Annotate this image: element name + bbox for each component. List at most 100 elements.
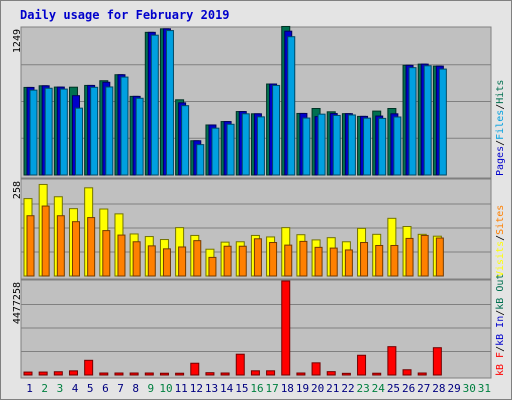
- x-tick-label: 25: [387, 382, 400, 395]
- x-tick-label: 17: [266, 382, 279, 395]
- bar-kb-f: [296, 372, 306, 376]
- bar-sites: [162, 248, 171, 277]
- bar-kb-f: [235, 353, 245, 376]
- legend-separator: /: [495, 140, 506, 146]
- bar-sites: [390, 244, 399, 277]
- bar-sites: [420, 234, 429, 277]
- legend-entry-files: Files: [495, 110, 506, 140]
- bar-kb-f: [311, 362, 321, 376]
- bar-sites: [71, 221, 80, 277]
- bar-kb-f: [190, 362, 200, 376]
- x-tick-label: 2: [41, 382, 48, 395]
- bar-kb-f: [84, 359, 94, 376]
- x-tick-label: 12: [190, 382, 203, 395]
- bar-kb-f: [432, 347, 442, 376]
- x-tick-label: 15: [235, 382, 248, 395]
- bar-sites: [41, 205, 50, 277]
- bar-files: [181, 105, 190, 176]
- bar-files: [363, 117, 372, 176]
- x-tick-label: 7: [117, 382, 124, 395]
- bar-sites: [360, 242, 369, 277]
- bar-sites: [117, 234, 126, 277]
- bar-kb-f: [417, 372, 427, 376]
- bar-files: [317, 113, 326, 176]
- legend-traffic: Pages/Files/Hits: [495, 80, 506, 176]
- bar-files: [423, 65, 432, 176]
- bar-files: [150, 34, 159, 176]
- x-tick-label: 16: [250, 382, 263, 395]
- x-tick-label: 1: [26, 382, 33, 395]
- bar-kb-f: [175, 372, 185, 376]
- bar-kb-f: [23, 371, 33, 376]
- bar-kb-f: [250, 370, 260, 376]
- legend-entry-sites: Sites: [495, 205, 506, 235]
- legend-entry-hits: Hits: [495, 80, 506, 104]
- bar-sites: [435, 237, 444, 277]
- bar-files: [165, 30, 174, 176]
- x-tick-label: 6: [102, 382, 109, 395]
- bar-files: [135, 97, 144, 176]
- bar-kb-f: [53, 371, 63, 376]
- bar-files: [74, 107, 83, 176]
- bar-files: [272, 84, 281, 176]
- bar-files: [196, 144, 205, 176]
- bar-sites: [238, 245, 247, 277]
- x-tick-label: 27: [417, 382, 430, 395]
- bar-kb-f: [372, 372, 382, 376]
- bar-files: [59, 88, 68, 176]
- bar-sites: [132, 241, 141, 277]
- y-max-label: 4477258: [12, 282, 23, 324]
- bar-sites: [314, 246, 323, 277]
- bar-kb-f: [281, 280, 291, 376]
- legend-separator: /: [495, 104, 506, 110]
- x-tick-label: 5: [87, 382, 94, 395]
- bar-sites: [344, 249, 353, 277]
- bar-kb-f: [326, 371, 336, 376]
- bar-files: [438, 68, 447, 176]
- bar-sites: [299, 240, 308, 277]
- bar-files: [287, 36, 296, 176]
- bar-files: [347, 114, 356, 176]
- bar-kb-f: [159, 372, 169, 376]
- legend-entry-kb-in: kB In: [495, 316, 506, 346]
- y-max-label: 258: [12, 181, 23, 199]
- x-tick-label: 30: [463, 382, 476, 395]
- bar-sites: [223, 245, 232, 277]
- bar-sites: [102, 230, 111, 277]
- bar-sites: [147, 245, 156, 277]
- bar-sites: [253, 238, 262, 277]
- bar-sites: [208, 256, 217, 277]
- x-tick-label: 23: [357, 382, 370, 395]
- x-tick-label: 22: [341, 382, 354, 395]
- bar-files: [211, 127, 220, 176]
- bar-kb-f: [68, 370, 78, 376]
- bar-files: [105, 86, 114, 176]
- bar-files: [120, 76, 129, 176]
- bar-files: [408, 67, 417, 176]
- panel-background: [20, 279, 492, 379]
- bar-files: [29, 89, 38, 176]
- bar-sites: [26, 215, 35, 277]
- legend-visits: Visits/Sites: [495, 205, 506, 277]
- bar-files: [302, 117, 311, 176]
- bar-kb-f: [341, 372, 351, 376]
- chart-title: Daily usage for February 2019: [20, 8, 230, 22]
- legend-entry-kb-f: kB F: [495, 352, 506, 376]
- x-tick-label: 11: [175, 382, 188, 395]
- x-tick-label: 8: [132, 382, 139, 395]
- bar-files: [241, 113, 250, 176]
- legend-entry-kb-out: kB Out: [495, 274, 506, 310]
- x-tick-label: 9: [148, 382, 155, 395]
- bar-sites: [405, 237, 414, 277]
- legend-separator: /: [495, 235, 506, 241]
- x-tick-label: 21: [326, 382, 339, 395]
- x-tick-label: 4: [72, 382, 79, 395]
- x-tick-label: 3: [57, 382, 64, 395]
- bar-sites: [56, 215, 65, 277]
- bar-files: [378, 117, 387, 176]
- bar-files: [256, 116, 265, 176]
- bar-kb-f: [99, 372, 109, 376]
- bar-files: [90, 86, 99, 176]
